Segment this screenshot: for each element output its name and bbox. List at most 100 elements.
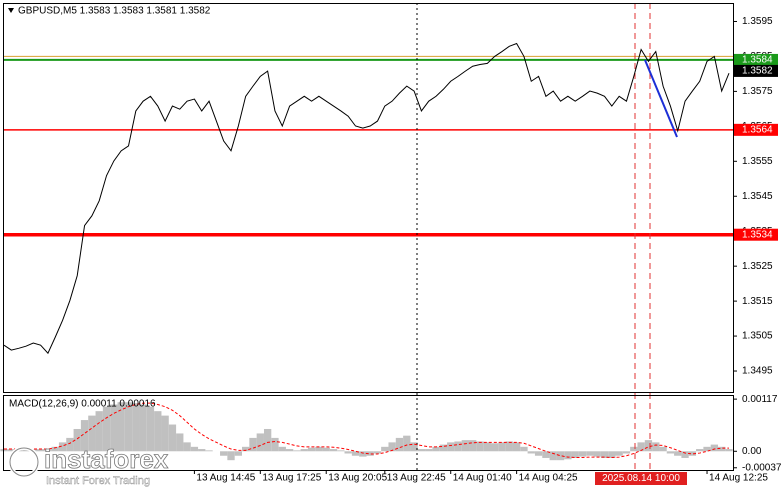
macd-bar (256, 433, 264, 452)
y-tick-label: 1.3505 (742, 331, 773, 342)
level-box (734, 53, 778, 66)
macd-bar (190, 446, 199, 452)
y-tick-label: -0.00037 (742, 462, 781, 473)
macd-bar (608, 451, 616, 458)
macd-bar (351, 451, 360, 456)
macd-bar (710, 444, 719, 452)
macd-bar (359, 451, 367, 457)
x-tick-label: 14 Aug 12:25 (709, 473, 768, 484)
macd-bar (220, 451, 228, 456)
macd-bar (263, 428, 272, 452)
macd-bar (168, 424, 177, 452)
macd-bar (146, 406, 155, 452)
watermark-name: instaforex (44, 444, 169, 474)
macd-bar (205, 450, 213, 452)
macd-bar (66, 437, 74, 452)
macd-bar (600, 451, 609, 458)
signal-line (4, 402, 729, 459)
level-label: 1.3584 (742, 55, 773, 66)
macd-frame (3, 395, 734, 471)
cursor-time-box (595, 472, 687, 485)
x-tick-label: 13 Aug 14:45 (196, 473, 255, 484)
macd-bar (483, 442, 491, 452)
macd-bar (227, 451, 235, 461)
macd-bar (80, 420, 89, 452)
macd-bar (139, 404, 147, 452)
macd-bar (520, 446, 528, 452)
y-tick-label: 1.3555 (742, 156, 773, 167)
last-price-box (734, 64, 778, 77)
price-frame (3, 3, 734, 393)
chart-title: GBPUSD,M5 1.3583 1.3583 1.3581 1.3582 (18, 6, 211, 17)
macd-bar (578, 451, 587, 457)
y-tick-label: 0.00 (742, 446, 762, 457)
y-tick-label: 1.3515 (742, 296, 773, 307)
x-tick-label: 13 Aug 22:45 (387, 473, 446, 484)
macd-bar (58, 442, 67, 452)
y-tick-label: 0.00117 (742, 394, 778, 405)
macd-bar (198, 449, 206, 452)
macd-bar (36, 449, 45, 452)
macd-bar (461, 440, 470, 452)
macd-bar (242, 446, 250, 452)
macd-bar (344, 451, 352, 454)
macd-bar (652, 442, 660, 452)
macd-bar (674, 451, 682, 456)
macd-title: MACD(12,26,9) 0.00011 0.00016 (9, 399, 156, 410)
macd-bar (432, 446, 440, 452)
macd-bar (293, 450, 301, 452)
macd-bar (593, 451, 601, 457)
x-tick-label: 13 Aug 17:25 (262, 473, 321, 484)
macd-bar (183, 442, 191, 452)
macd-bar (307, 447, 316, 452)
macd-bar (556, 451, 565, 461)
macd-bar (586, 451, 594, 456)
macd-bar (512, 442, 521, 452)
macd-bar (622, 451, 631, 454)
macd-bar (124, 402, 133, 452)
macd-bar (571, 451, 579, 458)
macd-bar (505, 441, 513, 452)
macd-bar (439, 444, 448, 452)
y-tick-label: 1.3595 (742, 16, 773, 27)
macd-bar (22, 449, 30, 452)
macd-bar (329, 449, 338, 452)
watermark: instaforex Instant Forex Trading (8, 443, 169, 487)
macd-bar (659, 446, 667, 452)
macd-bar (425, 449, 433, 452)
macd-bar (534, 451, 543, 456)
trend-line (644, 59, 678, 138)
level-box (734, 228, 778, 241)
x-tick-label: 14 Aug 01:40 (453, 473, 512, 484)
macd-bar (454, 441, 462, 452)
macd-bar (630, 446, 638, 452)
back-layer: 1.35951.35851.35751.35651.35551.35451.35… (0, 16, 781, 474)
macd-bar (644, 440, 653, 452)
macd-bar (51, 446, 59, 452)
y-tick-label: 1.3525 (742, 261, 773, 272)
macd-bar (696, 449, 704, 452)
cursor-time-label: 2025.08.14 10:00 (602, 473, 680, 484)
price-line (3, 42, 730, 355)
macd-bar (285, 449, 294, 452)
macd-bar (549, 451, 557, 461)
macd-bar (234, 451, 243, 456)
macd-bar (403, 435, 411, 452)
macd-bar (703, 446, 711, 452)
macd-bar (132, 403, 140, 452)
macd-bar (249, 437, 257, 452)
macd-bar (666, 451, 675, 454)
macd-bar (44, 449, 52, 452)
macd-bar (725, 449, 733, 452)
macd-bar (110, 404, 118, 452)
macd-bar (176, 433, 184, 452)
macd-bar (373, 451, 382, 454)
macd-bar (564, 451, 572, 460)
macd-bar (476, 441, 484, 452)
y-tick-label: 1.3545 (742, 191, 773, 202)
header-icon (8, 8, 14, 13)
macd-bar (490, 443, 499, 452)
macd-bar (410, 442, 418, 452)
macd-bar (300, 449, 308, 452)
macd-bar (637, 442, 645, 452)
